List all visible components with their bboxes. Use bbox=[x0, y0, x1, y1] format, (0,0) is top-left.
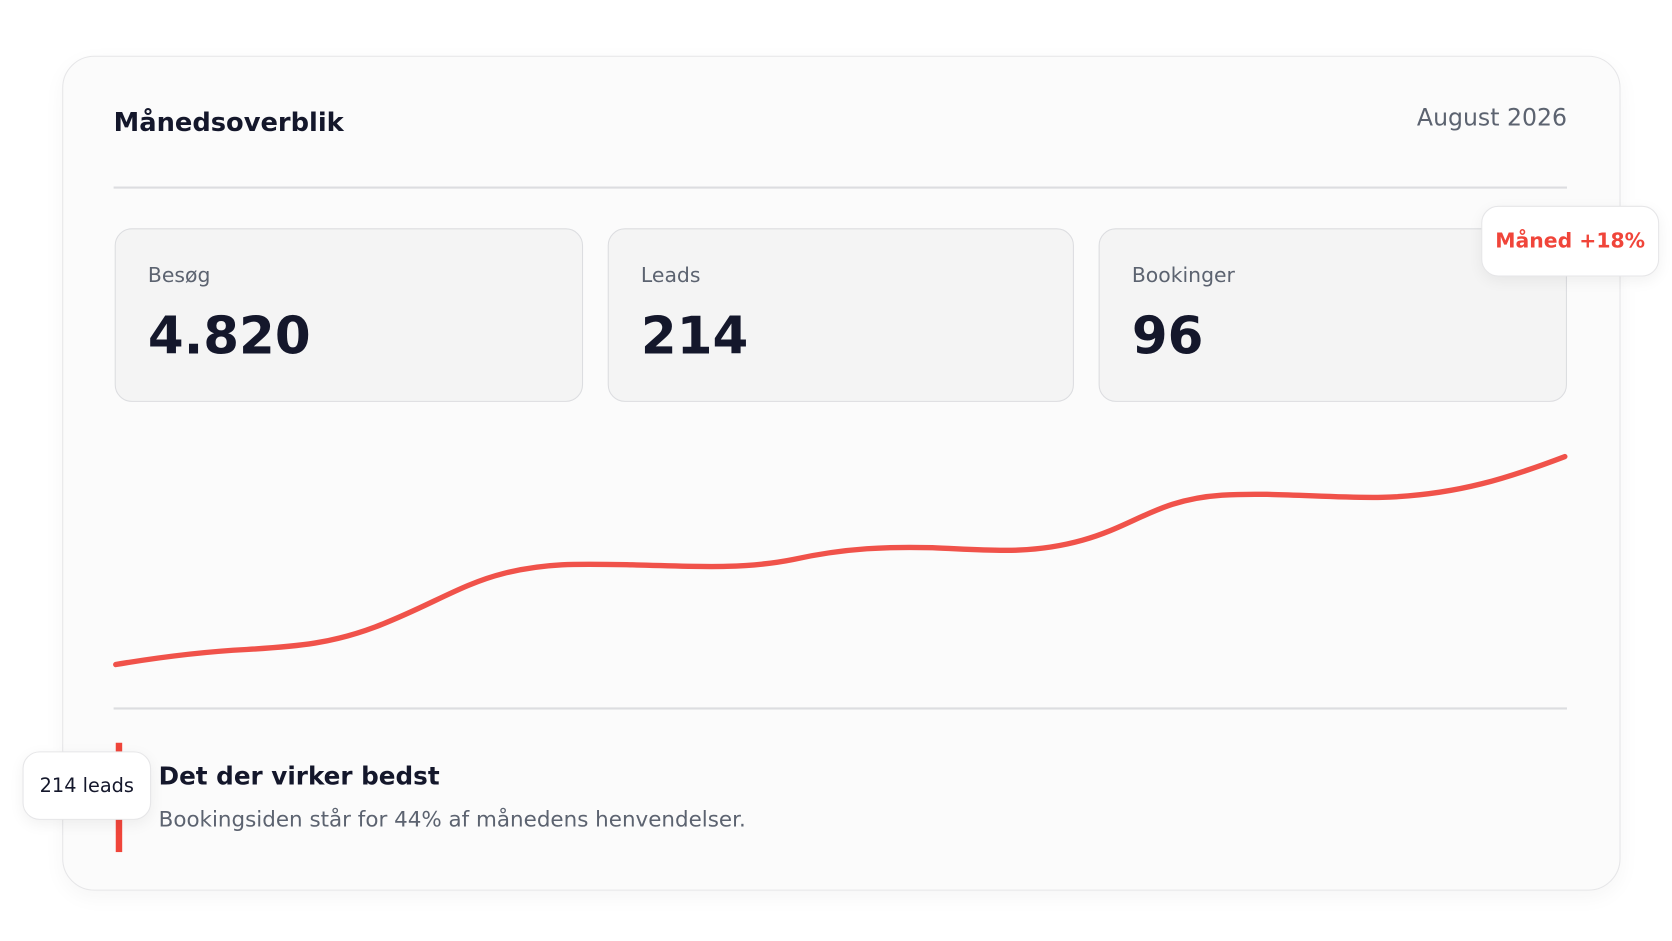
insight-text: Bookingsiden står for 44% af månedens he… bbox=[158, 805, 746, 832]
metric-label: Bookinger bbox=[1131, 263, 1235, 288]
metric-value: 4.820 bbox=[147, 306, 311, 367]
divider bbox=[113, 707, 1567, 709]
card-title: Månedsoverblik bbox=[113, 107, 344, 138]
metric-value: 96 bbox=[1131, 306, 1204, 367]
badge: Måned +18% bbox=[1481, 205, 1660, 277]
metric-card: Leads 214 bbox=[607, 228, 1074, 402]
divider bbox=[113, 186, 1567, 189]
metric-label: Leads bbox=[640, 263, 701, 288]
card bbox=[62, 55, 1621, 891]
insight-title: Det der virker bedst bbox=[158, 763, 440, 791]
metric-value: 214 bbox=[640, 306, 749, 367]
tag: 214 leads bbox=[22, 751, 152, 820]
period: August 2026 bbox=[1416, 105, 1567, 132]
metric-label: Besøg bbox=[147, 263, 211, 288]
sparkline bbox=[113, 453, 1568, 668]
metric-card: Besøg 4.820 bbox=[114, 228, 584, 402]
